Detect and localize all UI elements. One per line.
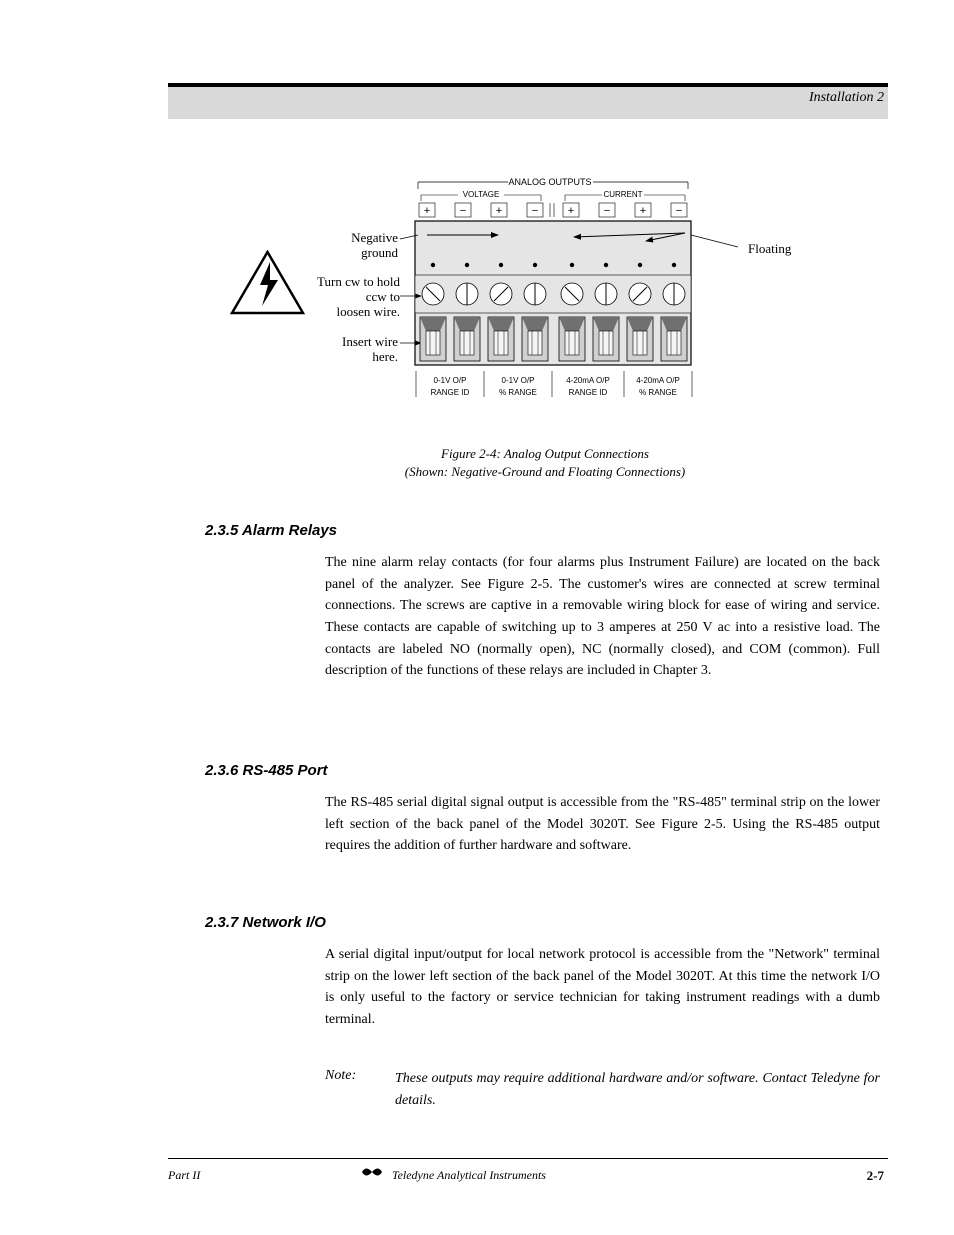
svg-text:% RANGE: % RANGE: [639, 388, 677, 397]
svg-text:−: −: [676, 205, 682, 217]
footer-rule: [168, 1158, 888, 1159]
header-bar: [168, 83, 888, 119]
figure-caption: Figure 2-4: Analog Output Connections (S…: [375, 445, 715, 480]
current-label: CURRENT: [603, 190, 642, 199]
section-body-alarm-relays: The nine alarm relay contacts (for four …: [325, 552, 880, 682]
section-body-rs485: The RS-485 serial digital signal output …: [325, 792, 880, 857]
section-heading-network-io: 2.3.7 Network I/O: [205, 914, 326, 931]
diagram-title: ANALOG OUTPUTS: [508, 177, 591, 187]
note-label: Note:: [325, 1068, 356, 1084]
footer-page-number: 2-7: [867, 1168, 884, 1184]
svg-text:+: +: [424, 205, 430, 217]
section-heading-rs485: 2.3.6 RS-485 Port: [205, 762, 328, 779]
teledyne-logo-icon: [360, 1165, 384, 1179]
svg-text:−: −: [604, 205, 610, 217]
note-body: These outputs may require additional har…: [395, 1068, 880, 1111]
svg-text:+: +: [568, 205, 574, 217]
svg-text:0-1V O/P: 0-1V O/P: [434, 376, 467, 385]
footer-center: Teledyne Analytical Instruments: [392, 1168, 546, 1183]
svg-text:+: +: [640, 205, 646, 217]
voltage-label: VOLTAGE: [463, 190, 500, 199]
svg-text:+: +: [496, 205, 502, 217]
svg-text:4-20mA O/P: 4-20mA O/P: [636, 376, 680, 385]
footer-left: Part II: [168, 1168, 200, 1183]
svg-text:RANGE ID: RANGE ID: [569, 388, 608, 397]
svg-text:−: −: [532, 205, 538, 217]
svg-text:4-20mA O/P: 4-20mA O/P: [566, 376, 610, 385]
section-heading-alarm-relays: 2.3.5 Alarm Relays: [205, 522, 337, 539]
svg-text:−: −: [460, 205, 466, 217]
svg-text:0-1V O/P: 0-1V O/P: [502, 376, 535, 385]
high-voltage-warning-icon: [230, 250, 305, 315]
analog-output-diagram: ANALOG OUTPUTS VOLTAGE CURRENT + − + − +…: [318, 175, 816, 435]
section-body-network-io: A serial digital input/output for local …: [325, 944, 880, 1031]
svg-text:% RANGE: % RANGE: [499, 388, 537, 397]
svg-text:RANGE ID: RANGE ID: [431, 388, 470, 397]
header-chapter-label: Installation 2: [809, 90, 884, 106]
